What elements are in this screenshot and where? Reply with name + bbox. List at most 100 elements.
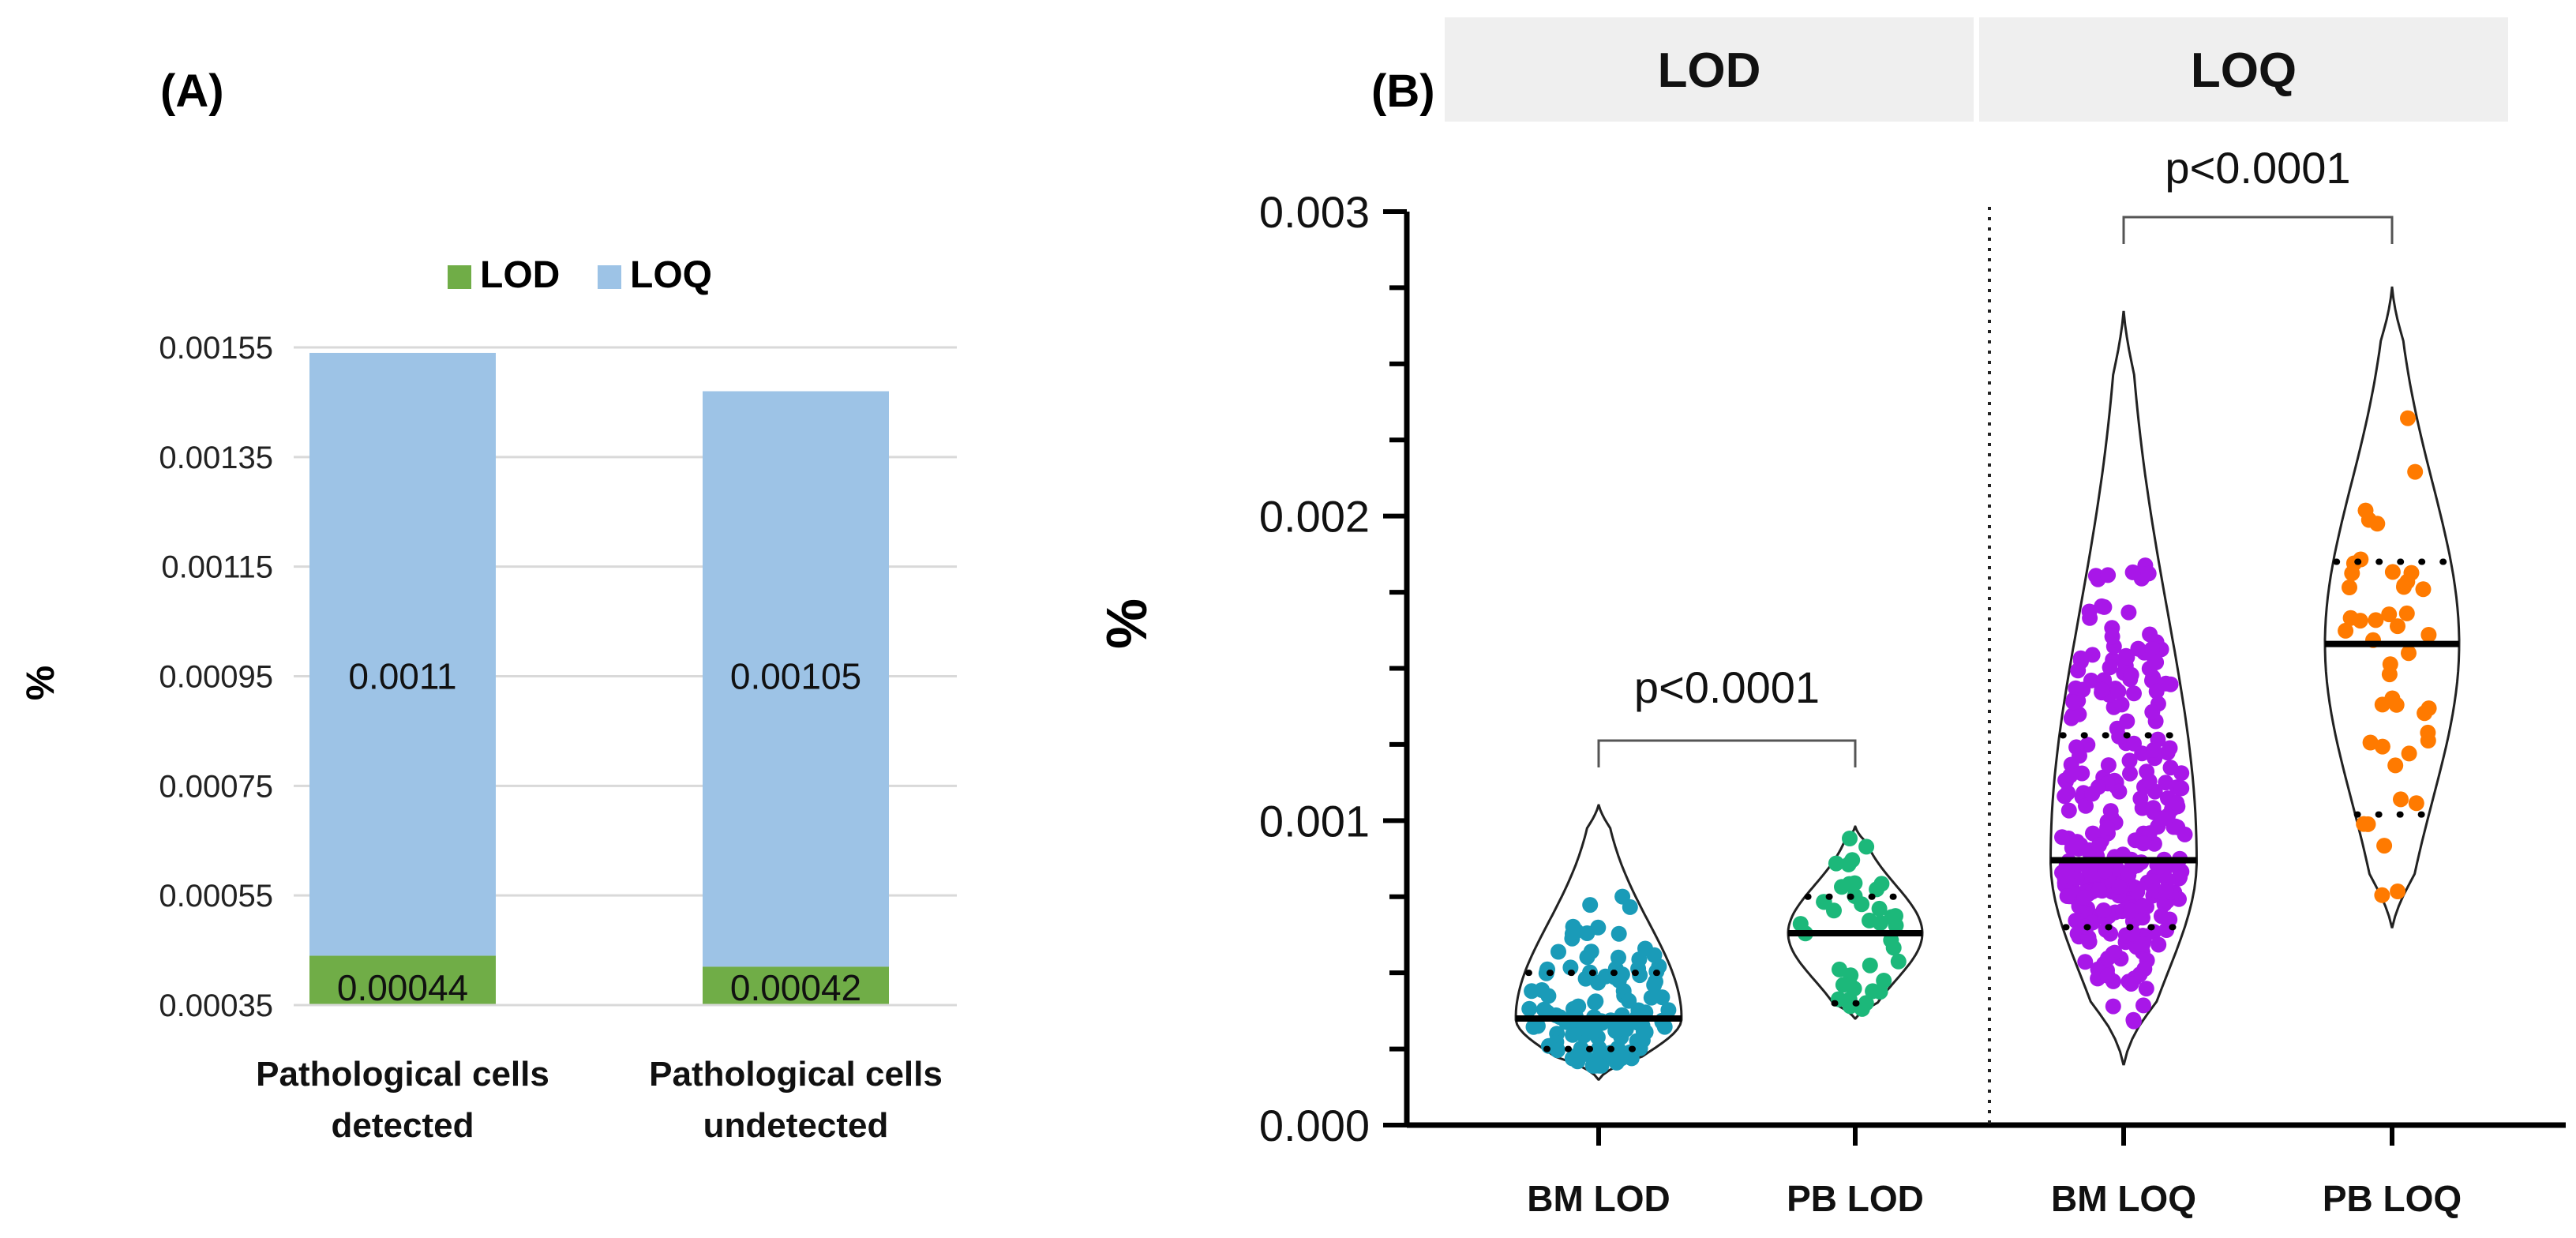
- data-point: [2420, 700, 2437, 717]
- data-point: [2408, 795, 2424, 812]
- data-point: [2100, 567, 2117, 583]
- data-point: [2087, 568, 2104, 584]
- category-label-b: BM LOD: [1527, 1178, 1670, 1219]
- data-point: [2390, 883, 2406, 899]
- violin-outline: [1514, 804, 1683, 1081]
- data-point: [2085, 825, 2101, 842]
- data-point: [2083, 866, 2099, 883]
- facet-strip-lod: [1445, 17, 1974, 122]
- data-label-lod: 0.00044: [337, 967, 468, 1008]
- data-point: [2376, 838, 2393, 854]
- data-point: [1858, 838, 1875, 855]
- data-point: [2125, 1013, 2142, 1030]
- legend-swatch-loq: [598, 265, 621, 289]
- data-point: [2169, 794, 2185, 811]
- data-point: [2083, 672, 2099, 688]
- panel-a-label: (A): [160, 66, 224, 117]
- category-label-a: undetected: [703, 1106, 889, 1145]
- data-point: [2099, 967, 2116, 984]
- data-point: [1582, 897, 1599, 913]
- data-point: [2145, 800, 2162, 816]
- data-point: [1566, 1048, 1583, 1064]
- data-point: [2384, 564, 2401, 580]
- data-point: [1844, 852, 1861, 868]
- category-label-a: Pathological cells: [256, 1055, 549, 1094]
- data-point: [1876, 973, 1892, 989]
- data-point: [2111, 878, 2128, 895]
- data-point: [2094, 598, 2110, 614]
- bar-loq: [309, 352, 496, 956]
- data-point: [2139, 898, 2154, 915]
- data-point: [2124, 564, 2141, 580]
- facet-strip-loq: [1979, 17, 2508, 122]
- data-point: [2111, 783, 2128, 800]
- data-point: [1610, 925, 1627, 942]
- data-point: [1591, 1057, 1607, 1074]
- data-point: [1550, 944, 1566, 960]
- data-point: [2062, 767, 2079, 784]
- data-point: [1565, 1026, 1580, 1043]
- data-point: [2403, 565, 2420, 581]
- data-point: [1610, 949, 1626, 966]
- data-point: [2368, 612, 2384, 628]
- data-point: [2119, 713, 2135, 730]
- data-point: [2144, 703, 2161, 720]
- data-point: [1583, 944, 1599, 960]
- data-point: [2420, 733, 2436, 748]
- violin-outline: [1787, 825, 1924, 1020]
- data-point: [2102, 659, 2118, 676]
- data-point: [2173, 765, 2190, 782]
- data-point: [2342, 580, 2357, 595]
- y-tick-label-a: 0.00075: [159, 769, 273, 804]
- p-value-label: p<0.0001: [2165, 143, 2350, 193]
- data-point: [2060, 802, 2077, 819]
- data-point: [1529, 1018, 1546, 1034]
- data-point: [1621, 992, 1637, 1009]
- p-value-label: p<0.0001: [1634, 662, 1820, 712]
- data-point: [2171, 870, 2188, 887]
- data-point: [2136, 961, 2153, 977]
- data-point: [2338, 622, 2354, 639]
- data-point: [2148, 654, 2165, 670]
- data-point: [2065, 694, 2082, 711]
- category-label-b: PB LOQ: [2323, 1178, 2462, 1219]
- bar-lod: [703, 966, 889, 1005]
- data-point: [2398, 605, 2415, 621]
- bar-loq: [703, 391, 889, 967]
- data-point: [2400, 410, 2416, 426]
- data-point: [2121, 752, 2138, 769]
- data-point: [2072, 650, 2089, 666]
- data-point: [2158, 882, 2174, 898]
- data-point: [2054, 829, 2070, 846]
- data-point: [1629, 1033, 1645, 1049]
- data-point: [2388, 696, 2405, 713]
- y-tick-label-b: 0.000: [1259, 1101, 1370, 1150]
- data-point: [2374, 738, 2390, 755]
- data-point: [2140, 565, 2157, 582]
- y-tick-label-b: 0.003: [1259, 187, 1370, 237]
- data-point: [2122, 765, 2138, 782]
- data-point: [1890, 953, 1907, 970]
- data-point: [2146, 741, 2162, 758]
- data-point: [2142, 626, 2158, 643]
- data-point: [2090, 882, 2107, 898]
- data-point: [2104, 628, 2120, 645]
- data-point: [1654, 989, 1670, 1006]
- data-point: [2374, 887, 2390, 903]
- data-point: [1646, 947, 1663, 963]
- y-tick-label-a: 0.00035: [159, 989, 273, 1023]
- data-point: [1534, 982, 1550, 998]
- y-tick-label-a: 0.00095: [159, 660, 273, 695]
- data-point: [1841, 876, 1858, 892]
- data-point: [2076, 889, 2093, 906]
- data-point: [1872, 915, 1888, 931]
- data-point: [2078, 797, 2094, 814]
- data-point: [1550, 1042, 1565, 1059]
- data-point: [2138, 981, 2154, 997]
- data-point: [2077, 954, 2094, 970]
- data-point: [2381, 666, 2398, 683]
- data-point: [2393, 791, 2409, 808]
- y-tick-label-a: 0.00155: [159, 331, 273, 366]
- data-point: [1842, 977, 1858, 994]
